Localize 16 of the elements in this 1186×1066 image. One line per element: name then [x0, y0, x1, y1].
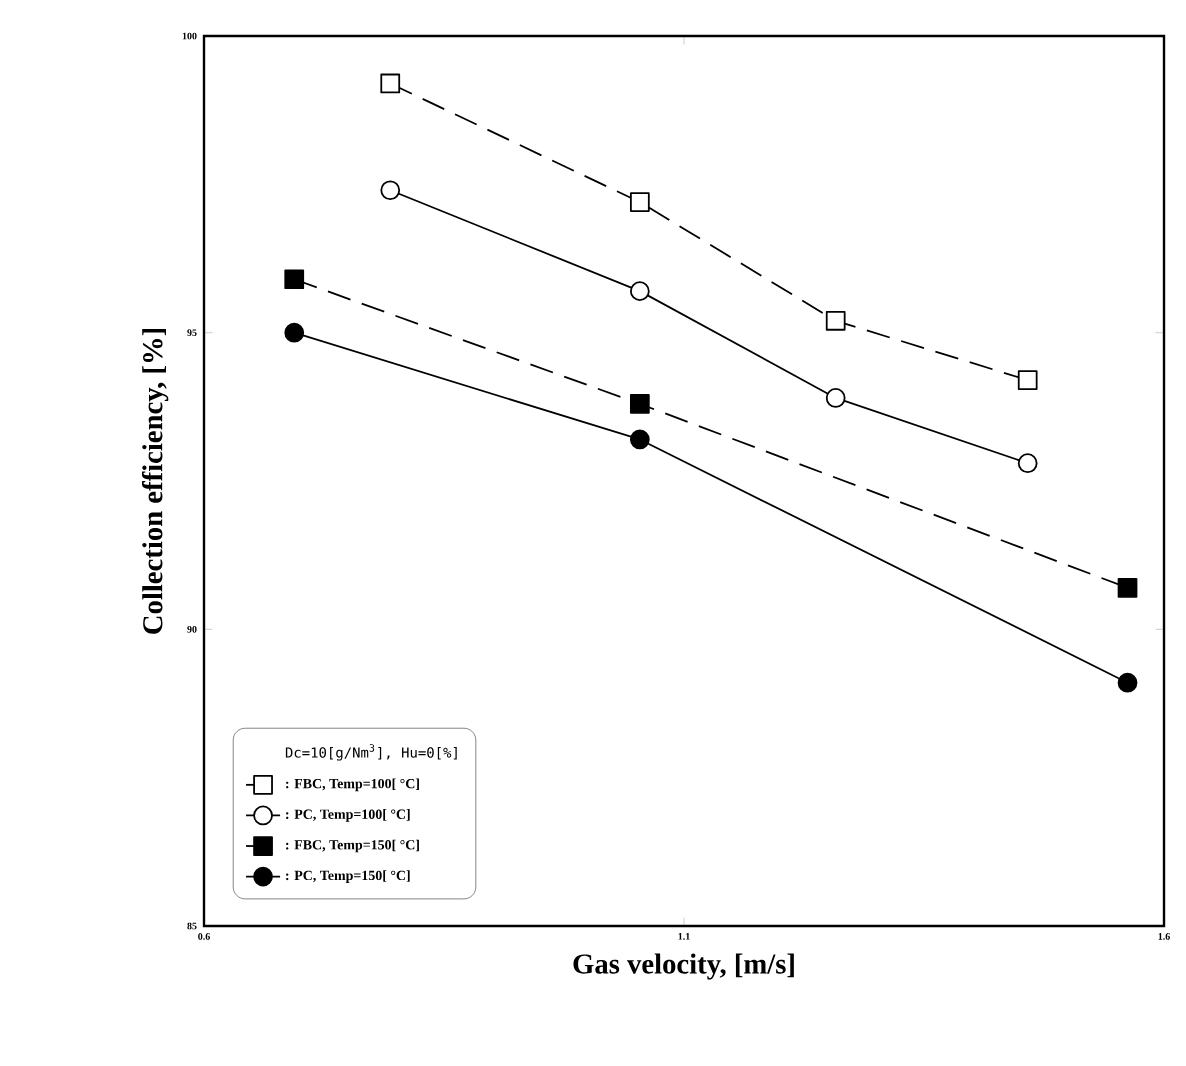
point: [380, 180, 401, 201]
point: [825, 388, 846, 408]
point: [629, 281, 650, 301]
point: [629, 394, 650, 414]
point: [1117, 672, 1138, 693]
point: [1017, 370, 1038, 390]
point: [1017, 453, 1038, 474]
point: [1117, 577, 1138, 598]
y-axis-title: Collection efficiency, [%]: [141, 328, 169, 634]
point: [380, 73, 401, 94]
point: [629, 192, 650, 212]
point: [284, 322, 305, 343]
point: [284, 269, 305, 290]
x-axis-title: Gas velocity, [m/s]: [573, 953, 794, 980]
point: [629, 429, 650, 450]
point: [825, 310, 846, 331]
